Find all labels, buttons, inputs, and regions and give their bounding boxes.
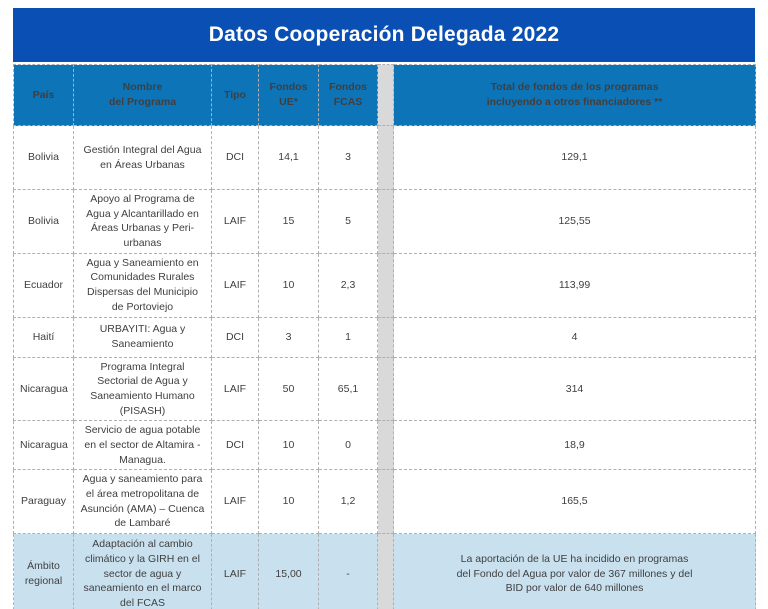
header-total-label: Total de fondos de los programas incluye… (486, 81, 663, 108)
cell-fondos-fcas: 65,1 (318, 356, 378, 422)
cell-program: Servicio de agua potable en el sector de… (73, 420, 212, 471)
cell-fondos-fcas: 3 (318, 125, 378, 190)
cell-total: 129,1 (393, 125, 756, 190)
cell-country: Ámbito regional (13, 533, 74, 609)
cell-spacer (377, 189, 394, 254)
cell-fondos-ue: 50 (258, 356, 319, 422)
cell-tipo: DCI (211, 316, 259, 358)
table-row-regional: Ámbito regional Adaptación al cambio cli… (13, 533, 756, 609)
table-sheet: Datos Cooperación Delegada 2022 País Nom… (13, 8, 756, 609)
table-title: Datos Cooperación Delegada 2022 (13, 8, 755, 62)
cell-tipo: LAIF (211, 356, 259, 422)
cell-program: Apoyo al Programa de Agua y Alcantarilla… (73, 189, 212, 254)
cell-fondos-ue: 15 (258, 189, 319, 254)
header-fondos-fcas: Fondos FCAS (318, 64, 378, 126)
cell-fondos-fcas: 2,3 (318, 252, 378, 318)
cell-program: Agua y Saneamiento en Comunidades Rurale… (73, 252, 212, 318)
cell-fondos-fcas: - (318, 533, 378, 609)
cell-tipo: LAIF (211, 189, 259, 254)
cell-fondos-fcas: 1 (318, 316, 378, 358)
header-total: Total de fondos de los programas incluye… (393, 64, 756, 126)
cell-tipo: LAIF (211, 252, 259, 318)
header-fondos-ue: Fondos UE* (258, 64, 319, 126)
cell-country: Haití (13, 316, 74, 358)
table-row: Bolivia Apoyo al Programa de Agua y Alca… (13, 189, 756, 254)
table-row: Nicaragua Programa Integral Sectorial de… (13, 356, 756, 422)
header-nombre-programa: Nombre del Programa (73, 64, 212, 126)
table-row: Bolivia Gestión Integral del Agua en Áre… (13, 125, 756, 190)
cell-fondos-ue: 14,1 (258, 125, 319, 190)
table-row: Paraguay Agua y saneamiento para el área… (13, 469, 756, 535)
cell-spacer (377, 356, 394, 422)
cell-spacer (377, 252, 394, 318)
cell-country: Ecuador (13, 252, 74, 318)
cell-tipo: DCI (211, 420, 259, 471)
cell-tipo: DCI (211, 125, 259, 190)
cell-spacer (377, 316, 394, 358)
cell-total: 113,99 (393, 252, 756, 318)
cell-total: 18,9 (393, 420, 756, 471)
cell-country: Nicaragua (13, 420, 74, 471)
cell-spacer (377, 533, 394, 609)
cell-country: Nicaragua (13, 356, 74, 422)
table-row: Nicaragua Servicio de agua potable en el… (13, 420, 756, 471)
data-table: País Nombre del Programa Tipo Fondos UE*… (13, 64, 756, 609)
cell-program: Programa Integral Sectorial de Agua y Sa… (73, 356, 212, 422)
header-tipo: Tipo (211, 64, 259, 126)
cell-spacer (377, 469, 394, 535)
cell-fondos-fcas: 0 (318, 420, 378, 471)
cell-total: 165,5 (393, 469, 756, 535)
cell-total: La aportación de la UE ha incidido en pr… (393, 533, 756, 609)
table-row: Ecuador Agua y Saneamiento en Comunidade… (13, 252, 756, 318)
cell-fondos-fcas: 5 (318, 189, 378, 254)
cell-program: Gestión Integral del Agua en Áreas Urban… (73, 125, 212, 190)
cell-total: 125,55 (393, 189, 756, 254)
cell-program: Agua y saneamiento para el área metropol… (73, 469, 212, 535)
table-header-row: País Nombre del Programa Tipo Fondos UE*… (13, 64, 756, 126)
cell-fondos-ue: 10 (258, 469, 319, 535)
table-row: Haití URBAYITI: Agua y Saneamiento DCI 3… (13, 316, 756, 358)
cell-fondos-ue: 15,00 (258, 533, 319, 609)
cell-spacer (377, 420, 394, 471)
cell-total: 314 (393, 356, 756, 422)
regional-total-note: La aportación de la UE ha incidido en pr… (456, 553, 693, 595)
cell-fondos-fcas: 1,2 (318, 469, 378, 535)
header-pais: País (13, 64, 74, 126)
cell-fondos-ue: 10 (258, 252, 319, 318)
cell-spacer (377, 125, 394, 190)
cell-country: Bolivia (13, 125, 74, 190)
cell-total: 4 (393, 316, 756, 358)
cell-country: Bolivia (13, 189, 74, 254)
cell-country: Paraguay (13, 469, 74, 535)
cell-fondos-ue: 3 (258, 316, 319, 358)
cell-tipo: LAIF (211, 469, 259, 535)
cell-program: URBAYITI: Agua y Saneamiento (73, 316, 212, 358)
cell-program: Adaptación al cambio climático y la GIRH… (73, 533, 212, 609)
header-spacer (377, 64, 394, 126)
cell-tipo: LAIF (211, 533, 259, 609)
cell-fondos-ue: 10 (258, 420, 319, 471)
